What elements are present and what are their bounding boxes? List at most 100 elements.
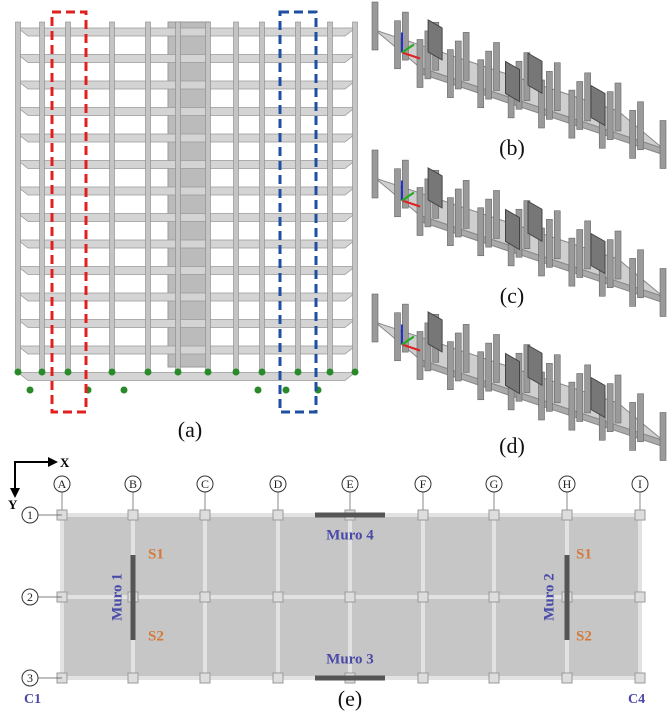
column (418, 592, 428, 602)
column (630, 402, 636, 450)
column (585, 73, 591, 121)
column (615, 231, 621, 279)
column (447, 198, 453, 246)
column (234, 22, 239, 370)
column (417, 332, 423, 380)
column (447, 342, 453, 390)
column (273, 673, 283, 683)
column (200, 592, 210, 602)
column (206, 22, 211, 370)
support (27, 387, 34, 394)
grid-label: 2 (27, 590, 33, 604)
column (296, 22, 301, 370)
column (146, 22, 151, 370)
panel-label: (d) (499, 433, 525, 458)
column (489, 510, 499, 520)
column (447, 50, 453, 98)
grid-label: A (58, 477, 67, 491)
grid-label: B (129, 477, 137, 491)
column (128, 673, 138, 683)
column (260, 22, 265, 370)
grid-label: F (420, 477, 427, 491)
support (65, 369, 72, 376)
figure: (a) (b) (c) (d) X Y ABCDEFGHI123Muro 1Mu… (0, 0, 670, 714)
column (546, 71, 552, 119)
grid-label: C (201, 477, 209, 491)
support (233, 369, 240, 376)
column (562, 673, 572, 683)
column (630, 110, 636, 158)
support (255, 387, 262, 394)
column (273, 510, 283, 520)
grid-label: H (563, 477, 572, 491)
grid-label: I (638, 477, 642, 491)
column (66, 22, 71, 370)
support (259, 369, 266, 376)
column (395, 21, 401, 69)
column (635, 673, 645, 683)
axis-label: Y (8, 497, 18, 512)
column (372, 150, 378, 198)
support (175, 369, 182, 376)
column (417, 188, 423, 236)
column (494, 43, 500, 91)
support (145, 369, 152, 376)
grid-label: 3 (27, 671, 33, 685)
column (607, 384, 613, 432)
column (615, 83, 621, 131)
column (16, 22, 21, 370)
section-label: S1 (148, 546, 164, 562)
column (328, 22, 333, 370)
wall-label: Muro 4 (326, 527, 374, 543)
column (569, 238, 575, 286)
column (455, 41, 461, 89)
axis-label: X (60, 455, 70, 470)
column (110, 22, 115, 370)
column (554, 355, 560, 403)
column (577, 374, 583, 422)
column (554, 63, 560, 111)
column (638, 102, 644, 150)
column (478, 352, 484, 400)
grid-label: D (274, 477, 283, 491)
column (577, 82, 583, 130)
column (660, 121, 666, 169)
column (638, 394, 644, 442)
column (635, 592, 645, 602)
column (40, 22, 45, 370)
panel-label: (b) (499, 135, 525, 160)
column (577, 230, 583, 278)
column (463, 180, 469, 228)
support (15, 369, 22, 376)
column (455, 333, 461, 381)
wall-label: Muro 1 (109, 573, 125, 621)
column (489, 673, 499, 683)
column (486, 199, 492, 247)
floor-plan: ABCDEFGHI123Muro 1Muro 2Muro 3Muro 4S1S2… (22, 476, 648, 707)
column (585, 221, 591, 269)
support (327, 369, 334, 376)
column (630, 258, 636, 306)
column (395, 313, 401, 361)
section-label: S2 (576, 628, 592, 644)
column (372, 2, 378, 50)
column (569, 382, 575, 430)
column (455, 189, 461, 237)
section-label: S1 (576, 546, 592, 562)
grid-label: 1 (27, 508, 33, 522)
column (345, 592, 355, 602)
column (569, 90, 575, 138)
column (486, 51, 492, 99)
column (489, 592, 499, 602)
panel-label: (c) (500, 283, 524, 308)
column (176, 22, 181, 370)
corner-label: C1 (24, 692, 41, 707)
column (200, 510, 210, 520)
column (395, 169, 401, 217)
column (418, 673, 428, 683)
column (607, 240, 613, 288)
support (121, 387, 128, 394)
column (494, 335, 500, 383)
grid-label: G (490, 477, 499, 491)
column (607, 92, 613, 140)
